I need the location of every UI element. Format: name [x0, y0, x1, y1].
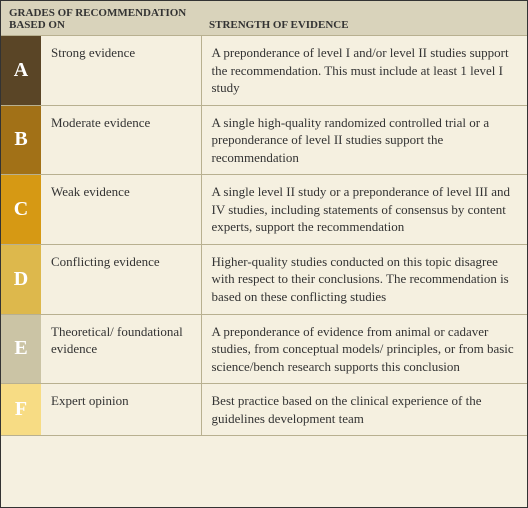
table-row: DConflicting evidenceHigher-quality stud…: [1, 244, 527, 314]
table-row: AStrong evidenceA preponderance of level…: [1, 36, 527, 106]
table-row: BModerate evidenceA single high-quality …: [1, 105, 527, 175]
grade-description: A single high-quality randomized control…: [201, 105, 527, 175]
grade-description: A single level II study or a preponderan…: [201, 175, 527, 245]
grade-badge-f: F: [1, 384, 41, 436]
grade-label: Weak evidence: [41, 175, 201, 245]
grade-badge-e: E: [1, 314, 41, 384]
grade-badge-b: B: [1, 105, 41, 175]
grade-description: Best practice based on the clinical expe…: [201, 384, 527, 436]
table-row: FExpert opinionBest practice based on th…: [1, 384, 527, 436]
grade-badge-c: C: [1, 175, 41, 245]
grade-label: Strong evidence: [41, 36, 201, 106]
grade-label: Moderate evidence: [41, 105, 201, 175]
grade-description: Higher-quality studies conducted on this…: [201, 244, 527, 314]
grade-badge-a: A: [1, 36, 41, 106]
grade-label: Expert opinion: [41, 384, 201, 436]
grade-label: Theoretical/ foundational evidence: [41, 314, 201, 384]
table-row: CWeak evidenceA single level II study or…: [1, 175, 527, 245]
header-right: STRENGTH OF EVIDENCE: [201, 1, 527, 36]
grade-description: A preponderance of level I and/or level …: [201, 36, 527, 106]
grade-description: A preponderance of evidence from animal …: [201, 314, 527, 384]
table-row: ETheoretical/ foundational evidenceA pre…: [1, 314, 527, 384]
grade-badge-d: D: [1, 244, 41, 314]
header-row: GRADES OF RECOMMENDATION BASED ON STRENG…: [1, 1, 527, 36]
grade-label: Conflicting evidence: [41, 244, 201, 314]
header-left: GRADES OF RECOMMENDATION BASED ON: [1, 1, 201, 36]
grades-table: GRADES OF RECOMMENDATION BASED ON STRENG…: [1, 1, 527, 436]
